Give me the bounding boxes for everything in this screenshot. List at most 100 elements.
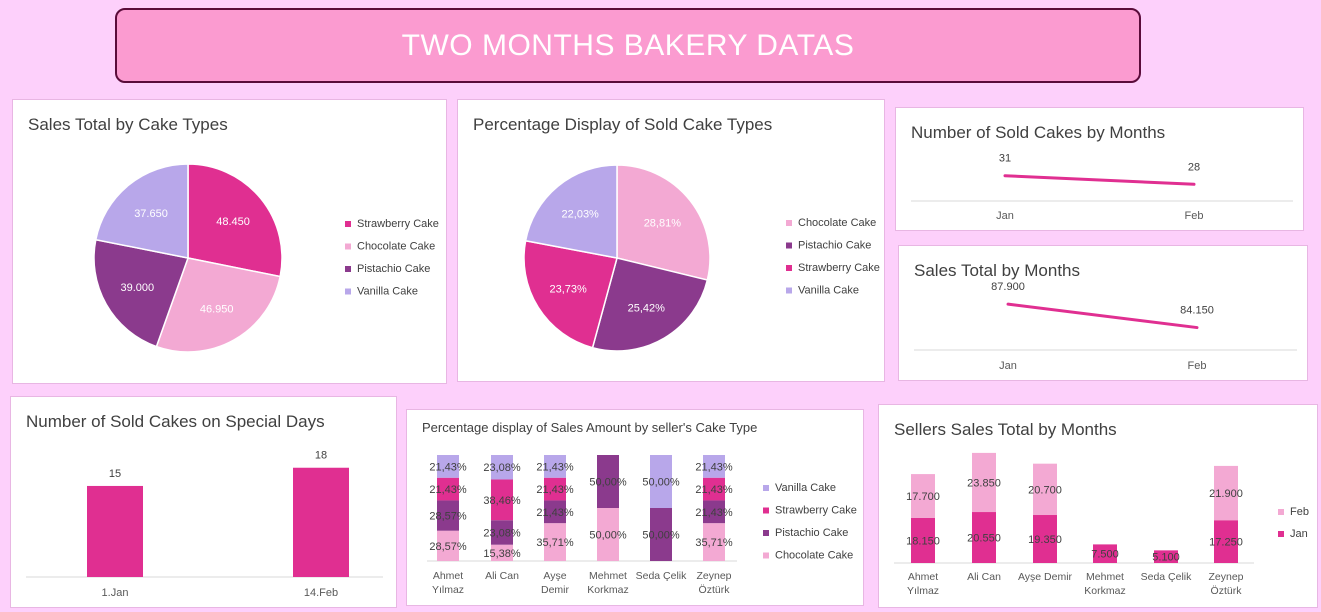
chart-panel-seller-months: Sellers Sales Total by Months 18.150 17.7…	[878, 404, 1318, 608]
bar-segment	[1154, 550, 1178, 563]
data-label: 20.550	[967, 533, 1001, 545]
pie-data-label: 25,42%	[628, 303, 666, 315]
data-label: 17.700	[906, 491, 940, 503]
x-tick-label: Feb	[1188, 360, 1207, 372]
legend-entry: Vanilla Cake	[775, 482, 836, 494]
chart-sales-by-months: 87.900 Jan 84.150 Feb	[914, 281, 1297, 372]
bar-segment	[437, 477, 459, 501]
data-label: 50,00%	[642, 530, 680, 542]
pie-slice	[93, 238, 189, 348]
x-tick-label: Öztürk	[1211, 585, 1243, 597]
pie-slice	[523, 239, 618, 349]
data-label: 7.500	[1091, 549, 1119, 561]
chart-panel-sold-by-months: Number of Sold Cakes by Months 31 Jan 28 Fe…	[895, 107, 1304, 231]
bar-segment	[703, 477, 725, 501]
x-tick-label: 14.Feb	[304, 587, 338, 599]
bar-segment	[437, 500, 459, 531]
x-tick-label: Ali Can	[485, 570, 519, 582]
legend-entry: Strawberry Cake	[357, 218, 439, 230]
data-label: 23,08%	[483, 462, 521, 474]
bar-segment	[544, 523, 566, 561]
bar-segment	[597, 508, 619, 561]
x-tick-label: Ahmet	[433, 570, 463, 582]
bar-segment	[437, 530, 459, 561]
x-tick-label: Korkmaz	[1084, 585, 1125, 597]
data-label: 20.700	[1028, 484, 1062, 496]
bar-segment	[1214, 465, 1238, 521]
legend-entry: Jan	[1290, 528, 1308, 540]
legend-swatch	[345, 243, 351, 250]
chart-pct-sold-types: 28,81% 25,42% 23,73% 22,03% Chocolate Cake Pi…	[523, 164, 880, 352]
bar-segment	[544, 477, 566, 501]
bar-segment	[703, 455, 725, 478]
chart-title: Sales Total by Months	[914, 261, 1080, 280]
legend-entry: Pistachio Cake	[357, 263, 430, 275]
data-label: 21,43%	[536, 484, 574, 496]
legend-swatch	[345, 221, 351, 227]
bar-segment	[703, 523, 725, 561]
data-label: 5.100	[1152, 552, 1180, 564]
data-label: 38,46%	[483, 495, 521, 507]
data-label: 15	[109, 468, 121, 480]
chart-panel-special-days: Number of Sold Cakes on Special Days 15 1…	[10, 396, 397, 608]
legend-swatch	[786, 265, 792, 271]
legend-swatch	[763, 552, 769, 559]
bar	[87, 485, 143, 577]
data-label: 23.850	[967, 477, 1001, 489]
x-tick-label: Jan	[999, 360, 1017, 372]
pie-data-label: 46.950	[200, 304, 234, 316]
data-label: 28	[1188, 161, 1200, 173]
x-tick-label: Yılmaz	[432, 584, 464, 596]
legend-swatch	[345, 288, 351, 295]
data-label: 15,38%	[483, 548, 521, 560]
data-label: 21,43%	[695, 461, 733, 473]
data-label: 35,71%	[695, 537, 733, 549]
series-line	[1003, 174, 1196, 186]
data-label: 35,71%	[536, 537, 574, 549]
chart-title: Sellers Sales Total by Months	[894, 420, 1117, 439]
chart-title: Percentage Display of Sold Cake Types	[473, 115, 773, 134]
pie-slice	[616, 164, 711, 281]
data-label: 28,57%	[429, 541, 467, 553]
legend-entry: Vanilla Cake	[798, 285, 859, 297]
pie-slice	[94, 163, 189, 259]
pie-data-label: 37.650	[134, 208, 168, 220]
chart-title: Number of Sold Cakes on Special Days	[26, 412, 325, 431]
data-label: 18	[315, 450, 327, 462]
data-label: 21,43%	[695, 507, 733, 519]
data-label: 21,43%	[536, 507, 574, 519]
legend-entry: Pistachio Cake	[775, 527, 848, 539]
chart-pct-seller-type: 28,57% 28,57% 21,43% 21,43% Ahmet Yılmaz 15,38…	[427, 455, 857, 596]
pie-data-label: 22,03%	[562, 209, 600, 221]
data-label: 23,08%	[483, 527, 521, 539]
chart-title: Percentage display of Sales Amount by se…	[422, 420, 758, 435]
chart-title: Sales Total by Cake Types	[28, 115, 228, 134]
data-label: 21,43%	[429, 461, 467, 473]
legend-entry: Strawberry Cake	[798, 262, 880, 274]
legend-entry: Chocolate Cake	[798, 217, 876, 229]
x-tick-label: Ahmet	[908, 571, 938, 583]
legend-swatch	[763, 507, 769, 514]
x-tick-label: Zeynep	[696, 570, 731, 582]
bar-segment	[597, 455, 619, 508]
chart-seller-months: 18.150 17.700 Ahmet Yılmaz 20.550 23.850 Ali C…	[894, 452, 1309, 597]
data-label: 50,00%	[589, 477, 627, 489]
bar-segment	[1033, 463, 1057, 516]
legend-entry: Vanilla Cake	[357, 286, 418, 298]
pie-slice	[591, 257, 709, 352]
legend-swatch	[763, 530, 769, 536]
legend-swatch	[763, 485, 769, 491]
pie-data-label: 23,73%	[549, 284, 587, 296]
bar-segment	[491, 544, 513, 561]
chart-panel-sales-by-months: Sales Total by Months 87.900 Jan 84.150 Feb	[898, 245, 1308, 381]
x-tick-label: Ayşe	[543, 570, 566, 582]
dashboard-title-banner: TWO MONTHS BAKERY DATAS	[115, 8, 1141, 83]
bar-segment	[1033, 515, 1057, 563]
bar-segment	[972, 512, 996, 563]
data-label: 87.900	[991, 281, 1025, 293]
legend-swatch	[1278, 531, 1284, 537]
data-label: 17.250	[1209, 537, 1243, 549]
x-tick-label: Ali Can	[967, 571, 1001, 583]
series-line	[1006, 302, 1199, 330]
bar	[293, 467, 349, 577]
